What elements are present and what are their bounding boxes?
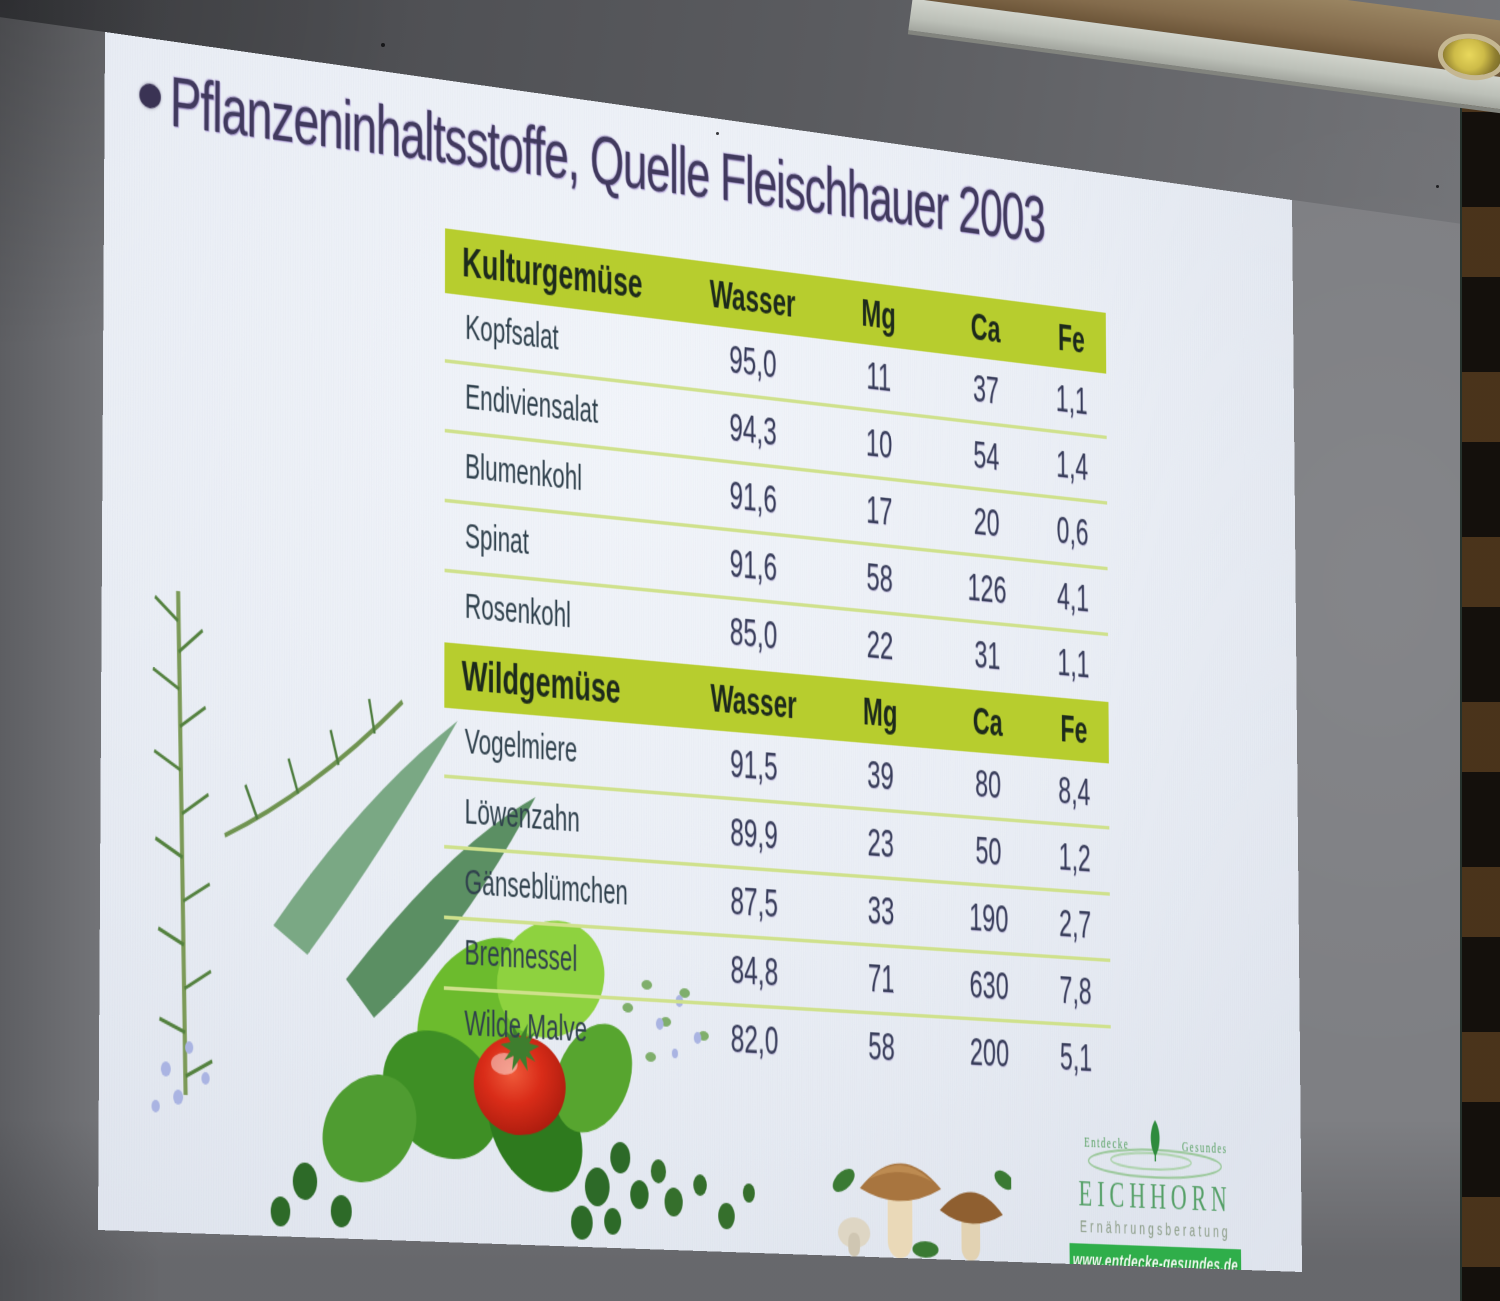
- column-header-fe: Fe: [1036, 304, 1106, 374]
- vegetable-name: Wilde Malve: [444, 990, 683, 1073]
- mg-value: 58: [825, 1012, 938, 1086]
- ca-value: 190: [937, 883, 1040, 954]
- fe-value: 4,1: [1038, 563, 1108, 633]
- mg-value: 10: [823, 406, 935, 482]
- fe-value: 1,4: [1037, 431, 1107, 501]
- wasser-value: 85,0: [683, 595, 824, 676]
- fe-value: 1,1: [1037, 365, 1107, 436]
- ca-value: 630: [937, 951, 1041, 1021]
- wasser-value: 87,5: [683, 865, 825, 940]
- wasser-value: 89,9: [683, 797, 824, 872]
- dust-speck: [1436, 185, 1439, 188]
- ca-value: 31: [936, 620, 1039, 696]
- ca-value: 200: [937, 1018, 1041, 1091]
- ca-value: 80: [936, 749, 1039, 821]
- wasser-value: 82,0: [683, 1004, 825, 1081]
- ca-value: 54: [935, 419, 1038, 493]
- column-header-mg: Mg: [824, 676, 937, 749]
- column-header-ca: Ca: [936, 686, 1039, 757]
- wasser-value: 84,8: [683, 935, 825, 1009]
- bullet-icon: [139, 82, 161, 109]
- mg-value: 33: [824, 875, 937, 947]
- fe-value: 0,6: [1037, 497, 1107, 567]
- wasser-value: 91,5: [683, 728, 824, 804]
- ca-value: 50: [936, 816, 1039, 887]
- fe-value: 1,1: [1038, 629, 1108, 702]
- ca-value: 20: [935, 486, 1038, 560]
- mg-value: 58: [823, 541, 935, 616]
- mg-value: 23: [824, 807, 937, 880]
- fe-value: 5,1: [1041, 1024, 1111, 1095]
- logo-word-gesundes: Gesundes: [1182, 1138, 1228, 1156]
- ca-value: 37: [934, 353, 1037, 428]
- dust-speck: [716, 132, 719, 135]
- fe-value: 7,8: [1040, 958, 1110, 1026]
- mg-value: 22: [823, 609, 935, 687]
- dust-speck: [381, 43, 385, 47]
- logo-subtitle: Ernährungsberatung: [1069, 1216, 1241, 1242]
- wasser-value: 91,6: [682, 527, 823, 606]
- fe-value: 1,2: [1039, 824, 1109, 892]
- mg-value: 39: [824, 740, 937, 813]
- mushrooms-photo-illustration: [830, 1137, 1011, 1262]
- mg-value: 17: [823, 474, 935, 550]
- ca-value: 126: [935, 553, 1038, 626]
- fe-value: 2,7: [1040, 891, 1110, 959]
- vegetable-name: Brennessel: [444, 919, 683, 1000]
- wood-panel: [1460, 42, 1500, 1301]
- logo-word-entdecke: Entdecke: [1084, 1134, 1129, 1152]
- nutrient-table: Kulturgemüse Wasser Mg Ca Fe Kopfsalat 9…: [444, 228, 1111, 1095]
- presentation-slide: Pflanzeninhaltsstoffe, Quelle Fleischhau…: [98, 32, 1302, 1272]
- mg-value: 71: [824, 944, 937, 1015]
- fe-value: 8,4: [1039, 758, 1109, 827]
- column-header-wasser: Wasser: [683, 664, 824, 740]
- logo-name: EICHHORN: [1069, 1171, 1241, 1221]
- eichhorn-logo: Entdecke Gesundes EICHHORN Ernährungsber…: [1069, 1111, 1242, 1272]
- column-header-fe: Fe: [1039, 696, 1109, 764]
- mg-value: 11: [822, 339, 934, 416]
